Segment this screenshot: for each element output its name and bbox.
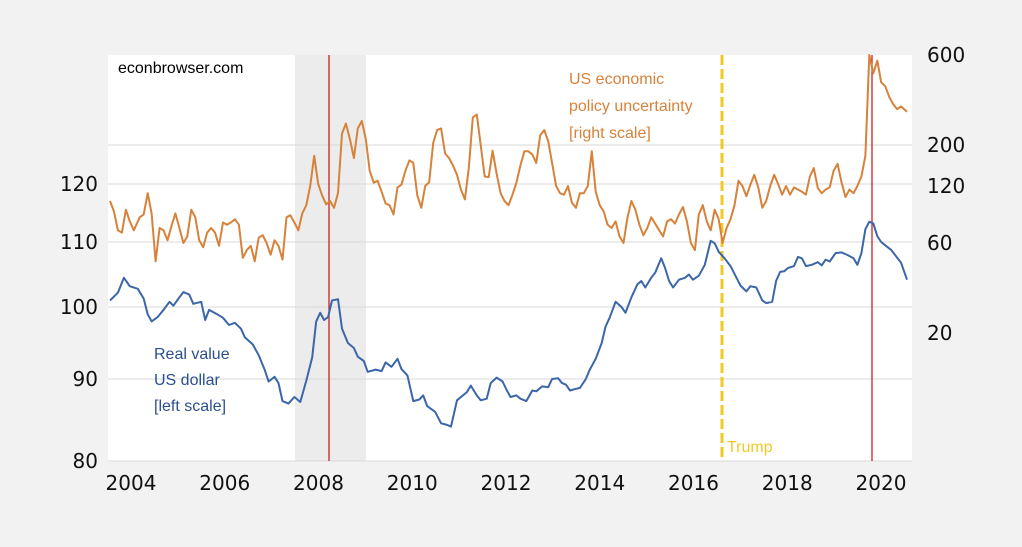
left-y-tick-label: 120	[60, 172, 98, 196]
right-y-tick-label: 600	[927, 43, 965, 67]
dollar-series-line	[109, 220, 908, 428]
event-lines	[328, 55, 873, 461]
x-tick-label: 2016	[668, 471, 719, 495]
series-lines	[109, 54, 908, 428]
recession-band	[295, 55, 366, 461]
dollar-series-label: Real value US dollar [left scale]	[154, 346, 234, 415]
x-tick-label: 2006	[199, 471, 250, 495]
dollar-label-line: [left scale]	[154, 398, 226, 415]
x-tick-label: 2010	[387, 471, 438, 495]
x-tick-label: 2012	[481, 471, 532, 495]
uncertainty-label-line: US economic	[569, 71, 664, 88]
dollar-label-line: US dollar	[154, 372, 220, 389]
tick-labels: 2004 2006 2008 2010 2012 2014 2016 2018 2020 80 90…	[60, 43, 965, 495]
left-y-tick-label: 100	[60, 295, 98, 319]
trump-label: Trump	[727, 439, 773, 456]
x-tick-label: 2018	[762, 471, 813, 495]
uncertainty-series-line	[109, 54, 908, 263]
source-label: econbrowser.com	[118, 60, 243, 77]
recession-shading	[295, 55, 366, 461]
x-tick-label: 2008	[293, 471, 344, 495]
uncertainty-series-label: US economic policy uncertainty [right sc…	[569, 71, 697, 142]
plot-area	[108, 55, 912, 461]
x-tick-label: 2004	[106, 471, 157, 495]
uncertainty-label-line: [right scale]	[569, 125, 651, 142]
x-tick-label: 2014	[574, 471, 625, 495]
uncertainty-label-line: policy uncertainty	[569, 98, 693, 115]
right-y-tick-label: 120	[927, 174, 965, 198]
annotations: econbrowser.com US economic policy uncer…	[118, 60, 773, 456]
gridlines	[108, 144, 912, 462]
x-tick-label: 2020	[856, 471, 907, 495]
right-y-tick-label: 20	[927, 321, 952, 345]
right-y-tick-label: 60	[927, 231, 952, 255]
right-y-tick-label: 200	[927, 133, 965, 157]
dollar-label-line: Real value	[154, 346, 230, 363]
left-y-tick-label: 110	[60, 230, 98, 254]
left-y-tick-label: 90	[73, 367, 98, 391]
left-y-tick-label: 80	[73, 449, 98, 473]
